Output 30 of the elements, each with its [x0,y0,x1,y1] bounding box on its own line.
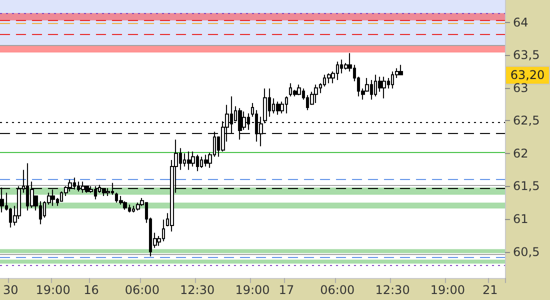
candlestick [276,101,280,116]
x-tick-label: 16 [84,283,99,297]
candlestick [399,64,403,76]
y-tick-label: 62,5 [513,114,540,128]
y-tick-label: 61 [513,212,528,226]
x-tick-label: 12:30 [180,283,215,297]
candlestick [204,154,208,168]
y-tick-label: 63 [513,80,528,95]
y-tick-label: 61,5 [513,179,540,194]
candlestick [314,84,318,104]
x-tick-label: 21 [482,283,498,297]
candlestick [327,72,331,84]
candlestick [382,76,386,99]
candlestick [136,202,140,211]
x-tick-label: 19:00 [235,283,270,297]
candlestick [187,150,191,170]
annotation: 63,20 [510,68,545,82]
x-tick-label: 19:00 [430,283,466,297]
y-tick-label: 63,5 [513,48,540,62]
x-tick-label: 06:00 [124,283,160,297]
y-tick-label: 62 [513,146,528,160]
x-tick-label: 06:00 [320,283,355,297]
x-tick-label: 17 [278,283,294,297]
x-tick-label: 30 [2,283,18,297]
x-tick-label: 12:30 [375,283,410,297]
candlestick [191,150,195,168]
candlestick [297,84,301,96]
y-tick-label: 64 [513,15,528,30]
y-tick-label: 60,5 [513,244,540,259]
x-tick-label: 19:00 [36,283,70,297]
